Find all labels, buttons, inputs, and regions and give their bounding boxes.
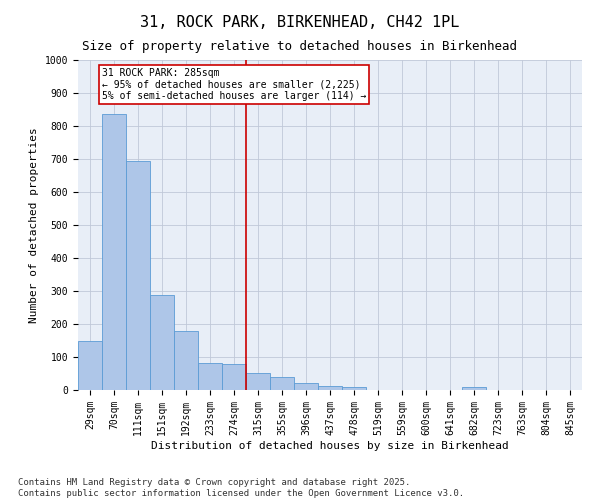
Bar bbox=[198, 363, 222, 390]
Bar bbox=[150, 296, 174, 390]
Bar bbox=[78, 340, 102, 390]
Bar bbox=[102, 114, 126, 390]
Bar bbox=[342, 386, 366, 390]
Bar bbox=[222, 364, 246, 390]
Text: Contains HM Land Registry data © Crown copyright and database right 2025.
Contai: Contains HM Land Registry data © Crown c… bbox=[18, 478, 464, 498]
Text: Size of property relative to detached houses in Birkenhead: Size of property relative to detached ho… bbox=[83, 40, 517, 53]
Bar bbox=[318, 386, 342, 390]
Bar bbox=[174, 330, 198, 390]
Bar bbox=[246, 373, 270, 390]
Text: 31 ROCK PARK: 285sqm
← 95% of detached houses are smaller (2,225)
5% of semi-det: 31 ROCK PARK: 285sqm ← 95% of detached h… bbox=[102, 68, 367, 102]
Text: 31, ROCK PARK, BIRKENHEAD, CH42 1PL: 31, ROCK PARK, BIRKENHEAD, CH42 1PL bbox=[140, 15, 460, 30]
Bar bbox=[462, 386, 486, 390]
Y-axis label: Number of detached properties: Number of detached properties bbox=[29, 127, 39, 323]
Bar bbox=[270, 377, 294, 390]
Bar bbox=[126, 160, 150, 390]
X-axis label: Distribution of detached houses by size in Birkenhead: Distribution of detached houses by size … bbox=[151, 440, 509, 450]
Bar bbox=[294, 384, 318, 390]
